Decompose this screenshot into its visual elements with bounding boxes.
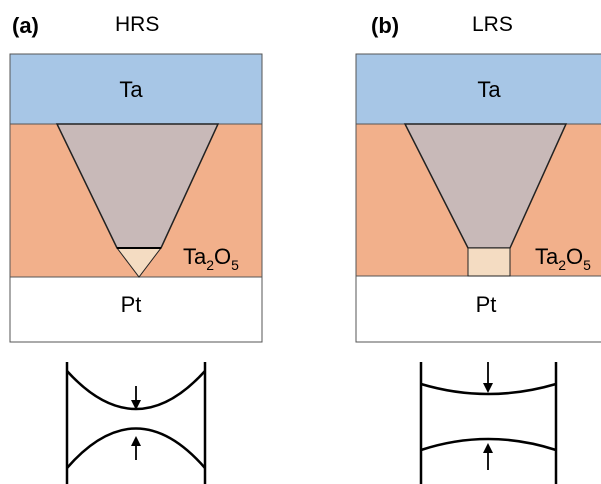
panel-b-upper-barrier-curve: [420, 382, 557, 396]
panel-a-pt-layer: [9, 276, 263, 343]
panel-b-barrier-diagram: [419, 362, 558, 484]
panel-a: (a) HRS Ta Ta2O5 Pt: [9, 13, 263, 484]
panel-b-oxide-label: Ta2O5: [535, 244, 591, 273]
panel-b: (b) LRS Ta Ta2O5 Pt: [355, 13, 601, 484]
panel-a-ta-label: Ta: [119, 77, 143, 102]
panel-a-up-arrow: [131, 436, 141, 460]
panel-a-barrier-diagram: [65, 362, 207, 484]
panel-a-down-arrow: [131, 386, 141, 410]
panel-b-pt-layer: [355, 275, 601, 343]
panel-a-oxide-label: Ta2O5: [183, 244, 239, 273]
panel-b-state-label: LRS: [472, 13, 513, 36]
panel-a-pt-label: Pt: [121, 292, 142, 317]
panel-b-down-arrow: [483, 362, 493, 393]
panel-b-pt-label: Pt: [476, 292, 497, 317]
panel-a-letter: (a): [12, 13, 39, 38]
panel-b-lower-barrier-curve: [420, 437, 557, 452]
panel-a-state-label: HRS: [115, 13, 159, 36]
panel-b-letter: (b): [371, 13, 399, 38]
panel-a-ta-layer: [9, 53, 263, 125]
panel-a-lower-barrier-curve: [66, 427, 206, 469]
panel-b-up-arrow: [483, 443, 493, 470]
panel-b-filament-neck: [467, 247, 511, 277]
panel-b-ta-label: Ta: [477, 77, 501, 102]
panel-b-ta-layer: [355, 53, 601, 125]
